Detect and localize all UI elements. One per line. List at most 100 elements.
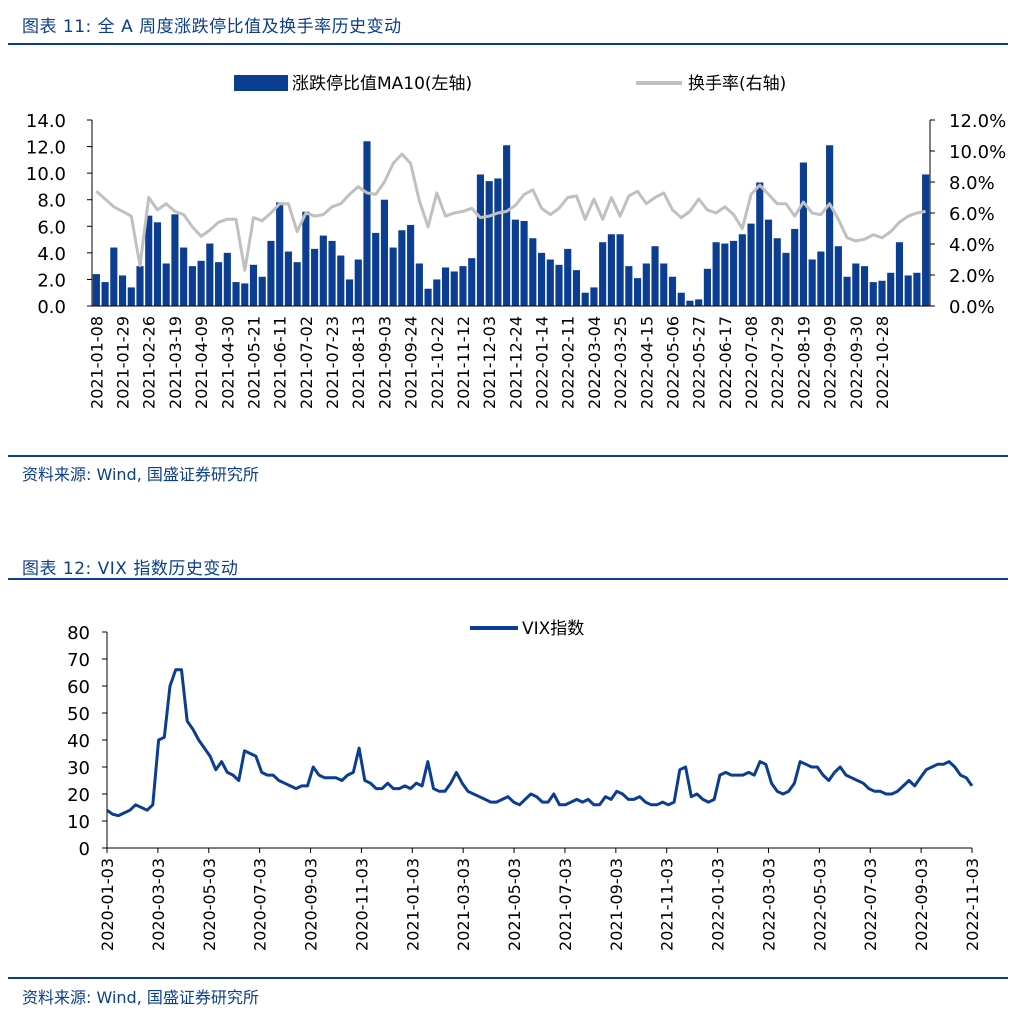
- figure-12-title: 图表 12: VIX 指数历史变动: [22, 559, 239, 579]
- right-axis-tick-label: 8.0%: [949, 173, 995, 194]
- x-axis-tick-label: 2021-08-13: [349, 316, 368, 409]
- y-axis-tick-label: 60: [67, 677, 90, 698]
- x-axis-tick-label: 2021-05-03: [505, 858, 524, 951]
- right-axis-tick-label: 4.0%: [949, 235, 995, 256]
- bar: [110, 247, 118, 306]
- bar: [101, 282, 109, 306]
- x-axis-tick-label: 2022-09-30: [847, 316, 866, 409]
- bar: [634, 278, 642, 306]
- bar: [188, 266, 196, 306]
- legend-vix-label: VIX指数: [522, 619, 584, 639]
- bar: [590, 287, 598, 306]
- y-axis-tick-label: 20: [67, 785, 90, 806]
- y-axis-tick-label: 50: [67, 704, 90, 725]
- x-axis-tick-label: 2022-01-14: [533, 316, 552, 409]
- bar: [511, 219, 519, 306]
- bar: [799, 162, 807, 306]
- bar: [215, 262, 223, 306]
- x-axis-tick-label: 2022-05-27: [690, 316, 709, 409]
- x-axis-tick-label: 2021-11-03: [658, 858, 677, 951]
- bar: [895, 242, 904, 306]
- bar: [293, 262, 301, 306]
- x-axis-tick-label: 2022-04-15: [637, 316, 656, 409]
- figure-11-bottom-rule: [8, 455, 1008, 457]
- left-axis-tick-label: 14.0: [26, 111, 66, 132]
- bar: [660, 263, 668, 306]
- bar: [730, 240, 738, 306]
- bar: [677, 292, 685, 306]
- x-axis-tick-label: 2021-04-09: [192, 316, 211, 409]
- figure-11-top-rule: [8, 43, 1008, 45]
- bar: [625, 266, 633, 306]
- bar: [206, 243, 214, 306]
- bar: [389, 247, 397, 306]
- bar: [834, 246, 842, 306]
- bar: [808, 259, 816, 306]
- left-axis-tick-label: 4.0: [37, 244, 66, 265]
- bar: [520, 220, 528, 306]
- bar: [721, 243, 729, 306]
- figure-12-top-rule: [8, 578, 1008, 580]
- x-axis-tick-label: 2022-09-03: [912, 858, 931, 951]
- bar: [791, 228, 799, 306]
- x-axis-tick-label: 2022-05-06: [663, 316, 682, 409]
- bar: [817, 251, 825, 306]
- legend-bar-label: 涨跌停比值MA10(左轴): [292, 74, 472, 94]
- x-axis-tick-label: 2022-11-03: [963, 858, 982, 951]
- bar: [398, 230, 406, 306]
- bar: [450, 271, 458, 306]
- right-axis-tick-label: 2.0%: [949, 266, 995, 287]
- x-axis-tick-label: 2022-08-19: [794, 316, 813, 409]
- x-axis-tick-label: 2021-02-26: [140, 316, 159, 409]
- bar: [92, 274, 100, 306]
- left-axis-tick-label: 10.0: [26, 164, 66, 185]
- turnover-line: [95, 152, 926, 272]
- vix-chart: VIX指数 80 70 60 50 40 30 20 10 0 2020-01-03 2020-03-…: [67, 619, 982, 951]
- bar: [826, 145, 834, 306]
- x-axis-tick-label: 2021-03-19: [166, 316, 185, 409]
- y-axis-tick-label: 40: [67, 731, 90, 752]
- x-axis-tick-label: 2022-03-25: [611, 316, 630, 409]
- bar: [337, 255, 345, 306]
- x-axis-tick-label: 2021-11-12: [454, 316, 473, 409]
- x-axis-tick-label: 2022-07-29: [768, 316, 787, 409]
- bar: [616, 234, 624, 306]
- bar: [904, 275, 912, 306]
- bar: [345, 279, 354, 306]
- figure-12-bottom-rule: [8, 977, 1008, 979]
- bar: [276, 202, 284, 306]
- bar: [546, 259, 554, 306]
- bar: [319, 235, 327, 306]
- x-axis-tick-label: 2021-12-03: [480, 316, 499, 409]
- bar: [922, 174, 930, 306]
- bar: [651, 246, 659, 306]
- bar: [913, 272, 921, 306]
- bar: [118, 275, 127, 306]
- figure-11-source: 资料来源: Wind, 国盛证券研究所: [22, 465, 259, 484]
- right-axis-tick-label: 12.0%: [949, 111, 1006, 132]
- bar: [232, 282, 240, 306]
- bar: [599, 242, 607, 306]
- x-axis-tick-label: 2021-07-03: [556, 858, 575, 951]
- x-axis-tick-label: 2022-05-03: [810, 858, 829, 951]
- x-axis-tick-label: 2022-03-04: [585, 316, 604, 409]
- bar: [607, 234, 615, 306]
- x-axis-tick-label: 2022-10-28: [873, 316, 892, 409]
- x-axis-tick-label: 2020-03-03: [149, 858, 168, 951]
- bar: [782, 252, 790, 306]
- y-axis-tick-label: 80: [67, 623, 90, 644]
- bar: [476, 174, 485, 306]
- bar: [441, 267, 450, 306]
- x-axis-tick-label: 2021-04-30: [218, 316, 237, 409]
- x-axis-tick-label: 2020-05-03: [200, 858, 219, 951]
- x-axis-tick-label: 2022-09-09: [821, 316, 840, 409]
- bar: [180, 247, 188, 306]
- x-axis-tick-label: 2021-03-03: [454, 858, 473, 951]
- right-axis-tick-label: 10.0%: [949, 142, 1006, 163]
- bar: [223, 252, 231, 306]
- bar: [494, 178, 502, 306]
- y-axis-tick-label: 10: [67, 812, 90, 833]
- y-axis-tick-label: 30: [67, 758, 90, 779]
- left-axis-tick-label: 8.0: [37, 191, 66, 212]
- bar: [738, 234, 746, 306]
